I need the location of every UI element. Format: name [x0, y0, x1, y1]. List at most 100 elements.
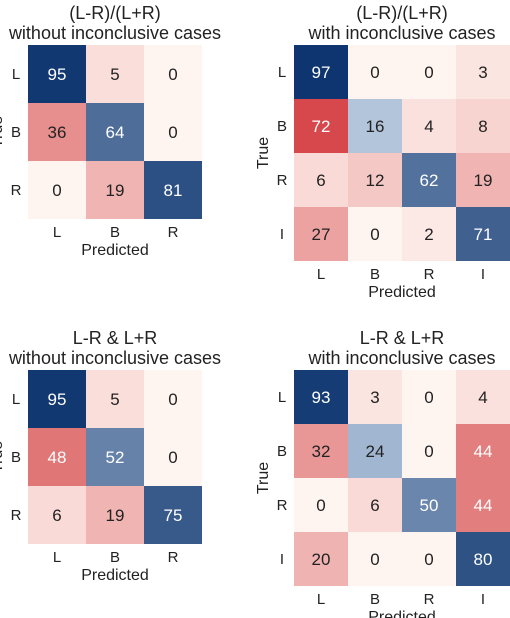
chart-title-line1: (L-R)/(L+R)	[356, 3, 448, 23]
heatmap-cell	[28, 370, 86, 428]
cell-value-label: 8	[478, 117, 487, 136]
cell-value-label: 0	[424, 388, 433, 407]
cell-value-label: 80	[474, 550, 493, 569]
cell-value-label: 3	[370, 388, 379, 407]
x-axis-label: Predicted	[368, 284, 436, 301]
cell-value-label: 0	[424, 442, 433, 461]
x-tick-label: L	[317, 266, 325, 283]
y-tick-label: L	[12, 391, 20, 408]
heatmap-cell	[294, 424, 348, 478]
heatmap-cell	[402, 532, 456, 586]
cell-value-label: 20	[312, 550, 331, 569]
heatmap-cell	[86, 161, 144, 219]
cell-value-label: 0	[52, 181, 61, 200]
y-tick-label: L	[278, 64, 286, 81]
cell-value-label: 0	[168, 448, 177, 467]
chart-title-line2: without inconclusive cases	[8, 23, 221, 43]
cell-value-label: 95	[48, 390, 67, 409]
heatmap-cell	[86, 103, 144, 161]
heatmap-cell	[402, 424, 456, 478]
cell-value-label: 19	[474, 171, 493, 190]
x-axis-label: Predicted	[81, 242, 149, 259]
heatmap-cell	[294, 99, 348, 153]
heatmap-cell	[86, 428, 144, 486]
cell-value-label: 44	[474, 496, 493, 515]
cell-value-label: 44	[474, 442, 493, 461]
y-tick-label: R	[11, 182, 22, 199]
cell-value-label: 71	[474, 225, 493, 244]
heatmap-cell	[28, 103, 86, 161]
cell-value-label: 2	[424, 225, 433, 244]
x-tick-label: B	[370, 266, 380, 283]
heatmap-cell	[456, 478, 510, 532]
y-tick-label: I	[280, 226, 284, 243]
x-tick-label: B	[370, 591, 380, 608]
heatmap-cell	[144, 428, 202, 486]
cell-value-label: 0	[370, 550, 379, 569]
chart-title-line1: L-R & L+R	[360, 328, 445, 348]
heatmap-cell	[456, 99, 510, 153]
y-tick-label: R	[277, 172, 288, 189]
cell-value-label: 48	[48, 448, 67, 467]
chart-title-line1: L-R & L+R	[73, 328, 158, 348]
cell-value-label: 0	[168, 123, 177, 142]
chart-title-line2: without inconclusive cases	[8, 348, 221, 368]
cell-value-label: 62	[420, 171, 439, 190]
x-tick-label: R	[168, 224, 179, 241]
cell-value-label: 19	[106, 506, 125, 525]
cell-value-label: 4	[478, 388, 487, 407]
heatmap-cell	[144, 370, 202, 428]
heatmap-cell	[402, 370, 456, 424]
y-tick-label: R	[11, 507, 22, 524]
heatmap-cell	[348, 153, 402, 207]
x-tick-label: I	[481, 591, 485, 608]
y-axis-label: True	[0, 116, 6, 148]
cell-value-label: 36	[48, 123, 67, 142]
cell-value-label: 64	[106, 123, 125, 142]
heatmap-cell	[348, 532, 402, 586]
heatmap-cell	[402, 99, 456, 153]
cell-value-label: 0	[424, 63, 433, 82]
cell-value-label: 19	[106, 181, 125, 200]
cell-value-label: 95	[48, 65, 67, 84]
x-tick-label: R	[424, 591, 435, 608]
cell-value-label: 32	[312, 442, 331, 461]
heatmap-cell	[28, 161, 86, 219]
heatmap-cell	[86, 45, 144, 103]
cell-value-label: 81	[164, 181, 183, 200]
heatmap-cell	[348, 370, 402, 424]
cell-value-label: 0	[424, 550, 433, 569]
x-axis-label: Predicted	[81, 567, 149, 584]
chart-title-line2: with inconclusive cases	[307, 23, 495, 43]
y-tick-label: R	[277, 497, 288, 514]
cell-value-label: 24	[366, 442, 385, 461]
cell-value-label: 5	[110, 390, 119, 409]
heatmap-cell	[144, 45, 202, 103]
x-axis-label: Predicted	[368, 609, 436, 618]
cell-value-label: 16	[366, 117, 385, 136]
heatmap-cell	[294, 207, 348, 261]
x-tick-label: R	[424, 266, 435, 283]
heatmap-cell	[348, 424, 402, 478]
heatmap-cell	[294, 532, 348, 586]
heatmap-cell	[28, 486, 86, 544]
heatmap-cell	[402, 45, 456, 99]
cell-value-label: 50	[420, 496, 439, 515]
cell-value-label: 93	[312, 388, 331, 407]
heatmap-cell	[402, 153, 456, 207]
heatmap-cell	[348, 99, 402, 153]
cell-value-label: 52	[106, 448, 125, 467]
cell-value-label: 72	[312, 117, 331, 136]
y-tick-label: L	[278, 389, 286, 406]
y-tick-label: B	[11, 124, 21, 141]
heatmap-cell	[294, 153, 348, 207]
cell-value-label: 0	[316, 496, 325, 515]
y-axis-label: True	[255, 137, 272, 169]
heatmap-cell	[144, 486, 202, 544]
heatmap-cell	[348, 478, 402, 532]
x-tick-label: I	[481, 266, 485, 283]
heatmap-cell	[456, 45, 510, 99]
cell-value-label: 6	[52, 506, 61, 525]
cell-value-label: 0	[370, 225, 379, 244]
heatmap-cell	[294, 45, 348, 99]
